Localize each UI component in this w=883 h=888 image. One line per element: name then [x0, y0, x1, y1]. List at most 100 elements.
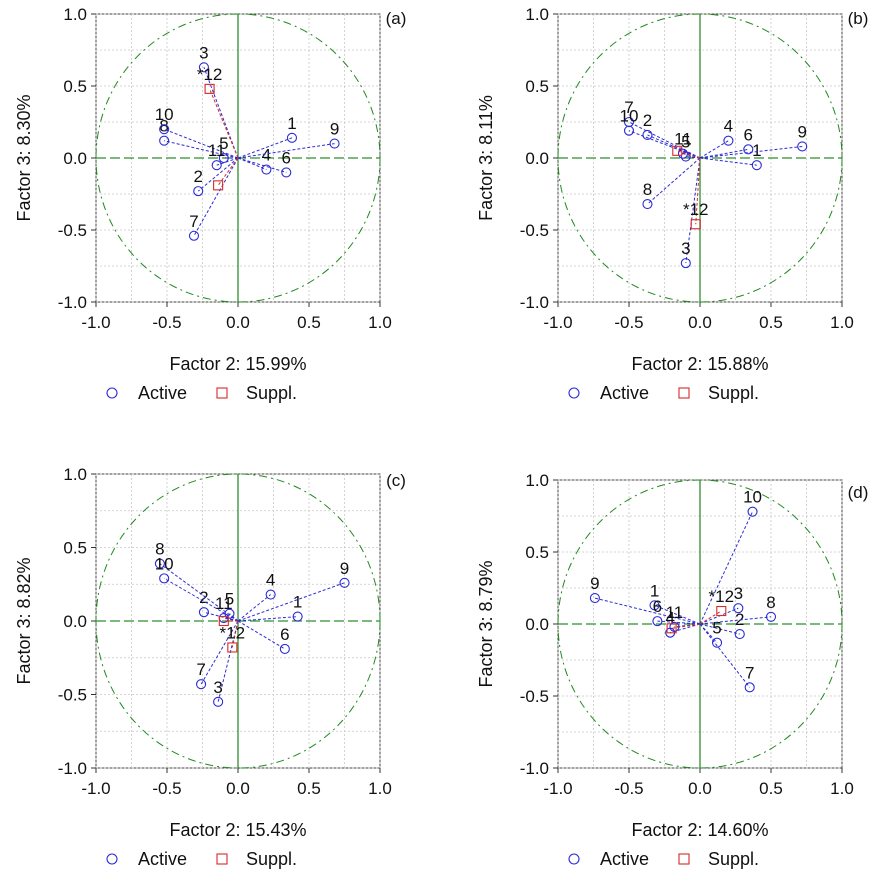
suppl-point [213, 180, 224, 191]
active-point-label: 2 [199, 588, 208, 607]
active-vector [628, 130, 701, 159]
active-point-label: 11 [666, 603, 684, 622]
y-tick-label: 0.5 [63, 77, 87, 96]
active-vector [237, 143, 335, 159]
y-axis-label: Factor 3: 8.82% [14, 557, 34, 684]
active-point [193, 186, 204, 197]
active-vector [699, 140, 729, 159]
x-tick-label: -1.0 [81, 779, 110, 798]
active-vector [699, 616, 772, 625]
x-tick-label: 1.0 [368, 313, 392, 332]
active-point-label: 10 [155, 105, 174, 124]
active-vector [164, 140, 239, 159]
y-tick-label: -0.5 [58, 686, 87, 705]
active-point-label: 2 [194, 167, 203, 186]
active-point-label: 9 [340, 559, 349, 578]
active-point [292, 611, 303, 622]
active-point-label: 3 [199, 43, 208, 62]
y-axis-label: Factor 3: 8.11% [476, 95, 496, 221]
active-point-label: 8 [643, 180, 652, 199]
y-tick-label: 0.0 [525, 615, 549, 634]
active-vector [699, 623, 740, 635]
active-point [652, 616, 663, 627]
active-point [751, 160, 762, 171]
active-vector [685, 157, 701, 264]
legend-active-label: Active [600, 849, 649, 869]
legend-suppl-marker [678, 853, 690, 865]
active-point-label: 3 [213, 678, 222, 697]
active-point [213, 696, 224, 707]
suppl-vector [677, 150, 701, 159]
active-point [279, 643, 290, 654]
active-vector [647, 157, 701, 205]
suppl-point [672, 145, 683, 156]
active-point [339, 577, 350, 588]
active-vector [654, 604, 701, 625]
suppl-point-label: *12 [220, 623, 246, 642]
active-vector [217, 620, 239, 702]
suppl-point [716, 605, 727, 617]
x-tick-label: 0.0 [226, 779, 250, 798]
active-point [642, 199, 653, 210]
active-point-label: 6 [282, 148, 291, 167]
active-point [680, 258, 691, 269]
y-tick-label: 1.0 [525, 5, 549, 24]
x-axis-label: Factor 2: 15.88% [631, 354, 768, 374]
legend-active-marker [568, 387, 580, 399]
x-tick-label: -1.0 [543, 779, 572, 798]
x-axis-label: Factor 2: 14.60% [631, 820, 768, 840]
suppl-point-label: *12 [709, 587, 735, 606]
suppl-point [227, 642, 238, 653]
y-tick-label: 0.5 [525, 543, 549, 562]
active-vector [216, 157, 239, 166]
active-point-label: 3 [734, 584, 743, 603]
active-point-label: 4 [262, 146, 271, 165]
x-tick-label: 1.0 [368, 779, 392, 798]
y-axis-label: Factor 3: 8.30% [14, 94, 34, 221]
y-tick-label: -0.5 [520, 687, 549, 706]
y-tick-label: 0.5 [525, 77, 549, 96]
active-point-label: 7 [189, 212, 198, 231]
active-point-label: 8 [766, 593, 775, 612]
active-vector [237, 594, 271, 622]
active-vector [699, 623, 751, 688]
y-tick-label: 0.0 [525, 149, 549, 168]
active-vector [699, 157, 757, 166]
active-vector [594, 597, 701, 625]
active-point [218, 152, 229, 164]
y-tick-label: -0.5 [520, 221, 549, 240]
active-point [261, 164, 272, 175]
active-point-label: 5 [219, 134, 228, 153]
active-point [723, 135, 734, 146]
y-tick-label: 0.0 [63, 612, 87, 631]
x-tick-label: 0.5 [297, 779, 321, 798]
y-tick-label: -0.5 [58, 221, 87, 240]
active-point [649, 600, 660, 611]
panel-d: -1.0 -0.5 0.0 0.5 1.0 1.0 0.5 0.0 -0.5 -1.0 Factor… [476, 471, 868, 869]
legend-suppl-label: Suppl. [246, 383, 297, 403]
active-point-label: 3 [681, 239, 690, 258]
panel-label: (d) [848, 483, 869, 502]
active-point [265, 589, 276, 600]
active-vector [163, 577, 239, 622]
x-tick-label: -0.5 [152, 779, 181, 798]
active-vector [657, 620, 701, 625]
active-vector [237, 620, 286, 650]
active-point-label: 1 [752, 141, 761, 160]
active-point [159, 573, 170, 584]
y-tick-label: -1.0 [520, 759, 549, 778]
panel-b: -1.0 -0.5 0.0 0.5 1.0 1.0 0.5 0.0 -0.5 -1.0 Factor… [476, 5, 868, 403]
legend-suppl-label: Suppl. [708, 849, 759, 869]
y-tick-label: -1.0 [58, 759, 87, 778]
active-point [623, 125, 635, 136]
x-tick-label: -0.5 [614, 779, 643, 798]
active-point [747, 506, 758, 517]
active-point [797, 141, 808, 152]
active-point [711, 637, 723, 648]
x-tick-label: 1.0 [830, 779, 854, 798]
active-vector [200, 620, 239, 685]
active-point [329, 138, 340, 149]
active-point [733, 603, 744, 614]
active-point [765, 611, 777, 622]
